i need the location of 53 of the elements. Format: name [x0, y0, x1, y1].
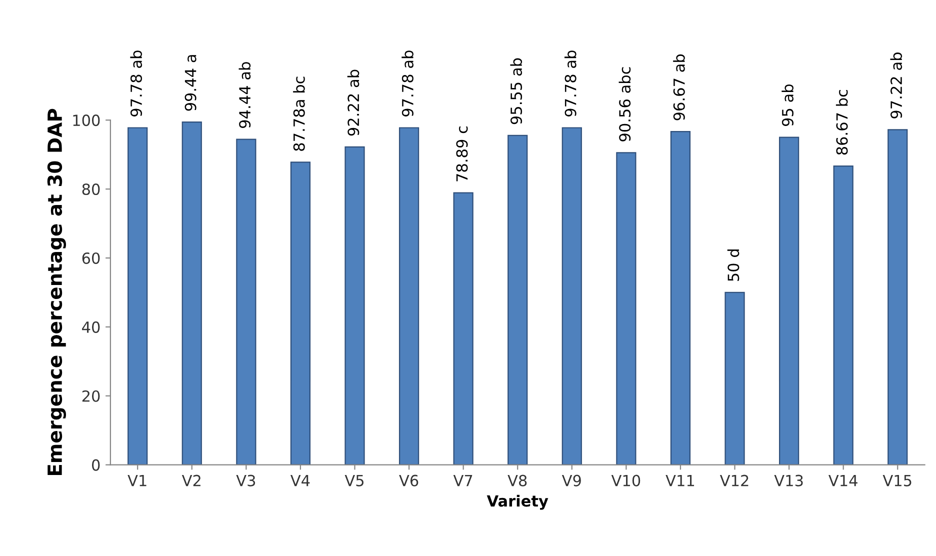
- x-tick-label: V9: [562, 474, 581, 486]
- bar: [508, 134, 528, 465]
- x-tick-label: V13: [774, 474, 803, 486]
- x-tick-label: V6: [399, 474, 418, 486]
- x-tick-label: V2: [182, 474, 200, 486]
- bar: [453, 192, 474, 465]
- data-label: 86.67 bc: [836, 90, 848, 155]
- x-tick-label: V1: [128, 475, 146, 486]
- x-tick-label: V4: [290, 475, 310, 486]
- bar: [778, 136, 800, 465]
- y-axis-title: Emergence percentage at 30 DAP: [47, 108, 66, 476]
- bar: [344, 146, 365, 465]
- x-tick-label: V3: [236, 474, 256, 486]
- data-label: 92.22 ab: [347, 70, 360, 136]
- data-label: 99.44 a: [184, 55, 196, 111]
- bar: [182, 121, 202, 465]
- bar: [290, 162, 311, 465]
- bar: [562, 127, 582, 465]
- data-label: 78.89 c: [456, 126, 468, 182]
- data-label: 97.78 ab: [402, 50, 414, 116]
- bar: [724, 292, 745, 465]
- data-label: 90.56 abc: [618, 67, 631, 142]
- y-tick-label: 60: [82, 252, 100, 264]
- data-label: 96.67 ab: [673, 54, 685, 120]
- bar: [833, 165, 854, 465]
- y-tick-label: 40: [82, 321, 100, 333]
- x-tick-label: V11: [666, 475, 694, 486]
- x-axis-title: Variety: [486, 494, 548, 510]
- bar: [670, 131, 691, 465]
- data-label: 97.78 ab: [564, 50, 576, 116]
- data-label: 87.78a bc: [293, 76, 305, 151]
- bar: [236, 138, 256, 465]
- y-tick-label: 80: [82, 184, 100, 196]
- x-tick-label: V12: [720, 474, 748, 486]
- y-tick-label: 100: [73, 114, 100, 126]
- data-label: 95.55 ab: [510, 58, 522, 124]
- x-tick-label: V14: [828, 475, 858, 486]
- x-tick-label: V7: [453, 475, 472, 486]
- x-tick-label: V15: [882, 475, 912, 486]
- x-tick-label: V8: [508, 474, 527, 486]
- data-label: 95 ab: [782, 84, 794, 126]
- x-tick-label: V5: [344, 475, 364, 486]
- bar: [888, 129, 908, 465]
- bar: [616, 152, 636, 465]
- x-tick-label: V10: [611, 474, 640, 486]
- data-label: 97.22 ab: [890, 52, 902, 118]
- y-tick-label: 20: [82, 390, 100, 402]
- bar: [128, 127, 148, 465]
- data-label: 94.44 ab: [238, 62, 251, 128]
- bar: [398, 127, 420, 465]
- data-label: 50 d: [727, 250, 740, 281]
- data-label: 97.78 ab: [130, 50, 142, 116]
- y-tick-label: 0: [92, 459, 100, 471]
